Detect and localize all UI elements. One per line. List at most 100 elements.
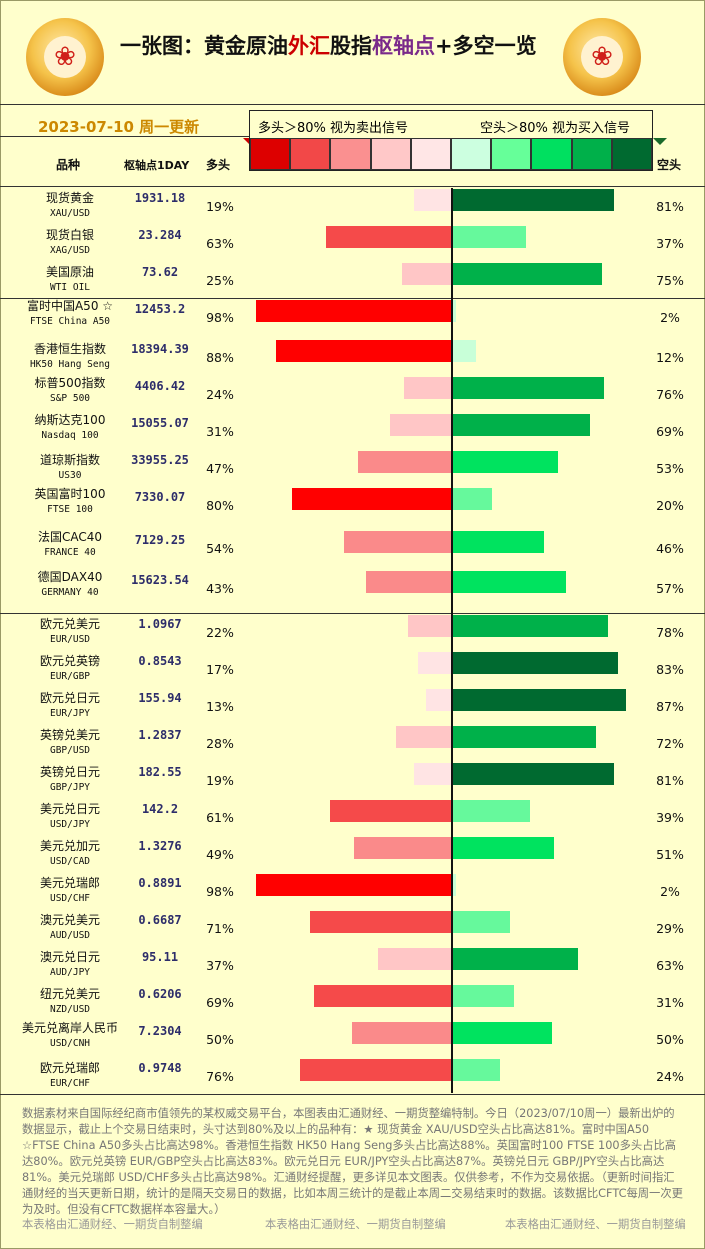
instrument-name: 英镑兑美元 GBP/USD (18, 728, 122, 758)
pivot-value: 1.3276 (138, 839, 182, 853)
long-percent: 28% (206, 736, 234, 751)
long-percent: 47% (206, 461, 234, 476)
table-divider (0, 1094, 705, 1095)
header-divider (0, 136, 250, 137)
instrument-code: XAU/USD (49, 208, 91, 219)
long-percent: 24% (206, 387, 234, 402)
short-percent: 87% (656, 699, 684, 714)
long-bar (354, 837, 452, 859)
instrument-code: S&P 500 (49, 393, 91, 404)
long-percent: 63% (206, 236, 234, 251)
long-percent: 98% (206, 884, 234, 899)
long-bar (414, 189, 452, 211)
instrument-cn: 法国CAC40 (37, 530, 103, 544)
legend-swatch (531, 138, 572, 170)
pivot-value: 1.0967 (138, 617, 182, 631)
short-bar (452, 911, 510, 933)
instrument-cn: 美元兑瑞郎 (39, 876, 100, 890)
short-percent: 57% (656, 581, 684, 596)
instrument-code: HK50 Hang Seng (29, 359, 111, 370)
instrument-name: 现货白银 XAG/USD (18, 228, 122, 258)
long-bar (408, 615, 452, 637)
pivot-value: 7129.25 (134, 533, 186, 547)
short-bar (452, 414, 590, 436)
logo-right: ❀ (563, 18, 641, 96)
title-part: 外汇 (288, 34, 330, 58)
long-percent: 17% (206, 662, 234, 677)
table-row: 英镑兑日元 GBP/JPY 182.55 19% 81% (0, 762, 705, 799)
short-percent: 2% (660, 310, 680, 325)
short-percent: 39% (656, 810, 684, 825)
short-bar (452, 571, 566, 593)
short-percent: 81% (656, 199, 684, 214)
instrument-name: 英国富时100 FTSE 100 (18, 487, 122, 517)
table-row: 美元兑加元 USD/CAD 1.3276 49% 51% (0, 836, 705, 873)
short-percent: 78% (656, 625, 684, 640)
table-row: 德国DAX40 GERMANY 40 15623.54 43% 57% (0, 570, 705, 607)
short-percent: 12% (656, 350, 684, 365)
short-bar (452, 763, 614, 785)
instrument-cn: 英镑兑日元 (39, 765, 100, 779)
short-percent: 31% (656, 995, 684, 1010)
instrument-code: FTSE 100 (47, 504, 93, 515)
short-bar (452, 1059, 500, 1081)
table-row: 澳元兑日元 AUD/JPY 95.11 37% 63% (0, 947, 705, 984)
legend-sell-label: 多头＞80% 视为卖出信号 (258, 121, 409, 136)
instrument-name: 道琼斯指数 US30 (18, 453, 122, 483)
logo-left: ❀ (26, 18, 104, 96)
long-percent: 88% (206, 350, 234, 365)
instrument-cn: 纽元兑美元 (39, 987, 100, 1001)
col-header-name: 品种 (56, 158, 81, 172)
instrument-cn: 美国原油 (45, 265, 94, 279)
instrument-cn: 德国DAX40 (37, 570, 103, 584)
short-percent: 46% (656, 541, 684, 556)
instrument-code: AUD/USD (49, 930, 91, 941)
long-percent: 69% (206, 995, 234, 1010)
instrument-name: 纽元兑美元 NZD/USD (18, 987, 122, 1017)
short-percent: 81% (656, 773, 684, 788)
pivot-value: 0.8891 (138, 876, 182, 890)
legend-swatch (290, 138, 331, 170)
instrument-code: US30 (58, 470, 82, 481)
short-bar (452, 874, 456, 896)
long-bar (314, 985, 452, 1007)
title-part: +多空一览 (435, 34, 537, 58)
long-percent: 54% (206, 541, 234, 556)
instrument-cn: 香港恒生指数 (33, 342, 106, 356)
long-percent: 49% (206, 847, 234, 862)
instrument-cn: 欧元兑瑞郎 (39, 1061, 100, 1075)
instrument-name: 标普500指数 S&P 500 (18, 376, 122, 406)
pivot-value: 0.6687 (138, 913, 182, 927)
instrument-cn: 美元兑加元 (39, 839, 100, 853)
short-percent: 2% (660, 884, 680, 899)
title-part: 枢轴点 (372, 34, 435, 58)
short-percent: 51% (656, 847, 684, 862)
instrument-name: 美元兑瑞郎 USD/CHF (18, 876, 122, 906)
table-row: 现货黄金 XAU/USD 1931.18 19% 81% (0, 188, 705, 225)
long-bar (326, 226, 452, 248)
long-bar (426, 689, 452, 711)
table-row: 现货白银 XAG/USD 23.284 63% 37% (0, 225, 705, 262)
long-bar (300, 1059, 452, 1081)
instrument-code: GERMANY 40 (41, 587, 99, 598)
instrument-name: 英镑兑日元 GBP/JPY (18, 765, 122, 795)
pivot-value: 15055.07 (131, 416, 189, 430)
table-row: 美国原油 WTI OIL 73.62 25% 75% (0, 262, 705, 299)
long-bar (352, 1022, 452, 1044)
instrument-cn: 标普500指数 (34, 376, 106, 390)
instrument-code: Nasdaq 100 (41, 430, 99, 441)
long-bar (344, 531, 452, 553)
pivot-value: 95.11 (141, 950, 179, 964)
instrument-name: 纳斯达克100 Nasdaq 100 (18, 413, 122, 443)
pivot-value: 0.9748 (138, 1061, 182, 1075)
legend-buy-label: 空头＞80% 视为买入信号 (480, 121, 631, 136)
instrument-name: 德国DAX40 GERMANY 40 (18, 570, 122, 600)
short-bar (452, 726, 596, 748)
instrument-name: 美元兑日元 USD/JPY (18, 802, 122, 832)
table-row: 纽元兑美元 NZD/USD 0.6206 69% 31% (0, 984, 705, 1021)
long-percent: 25% (206, 273, 234, 288)
legend-swatch (250, 138, 291, 170)
legend-swatch (451, 138, 492, 170)
short-bar (452, 189, 614, 211)
table-row: 法国CAC40 FRANCE 40 7129.25 54% 46% (0, 530, 705, 567)
